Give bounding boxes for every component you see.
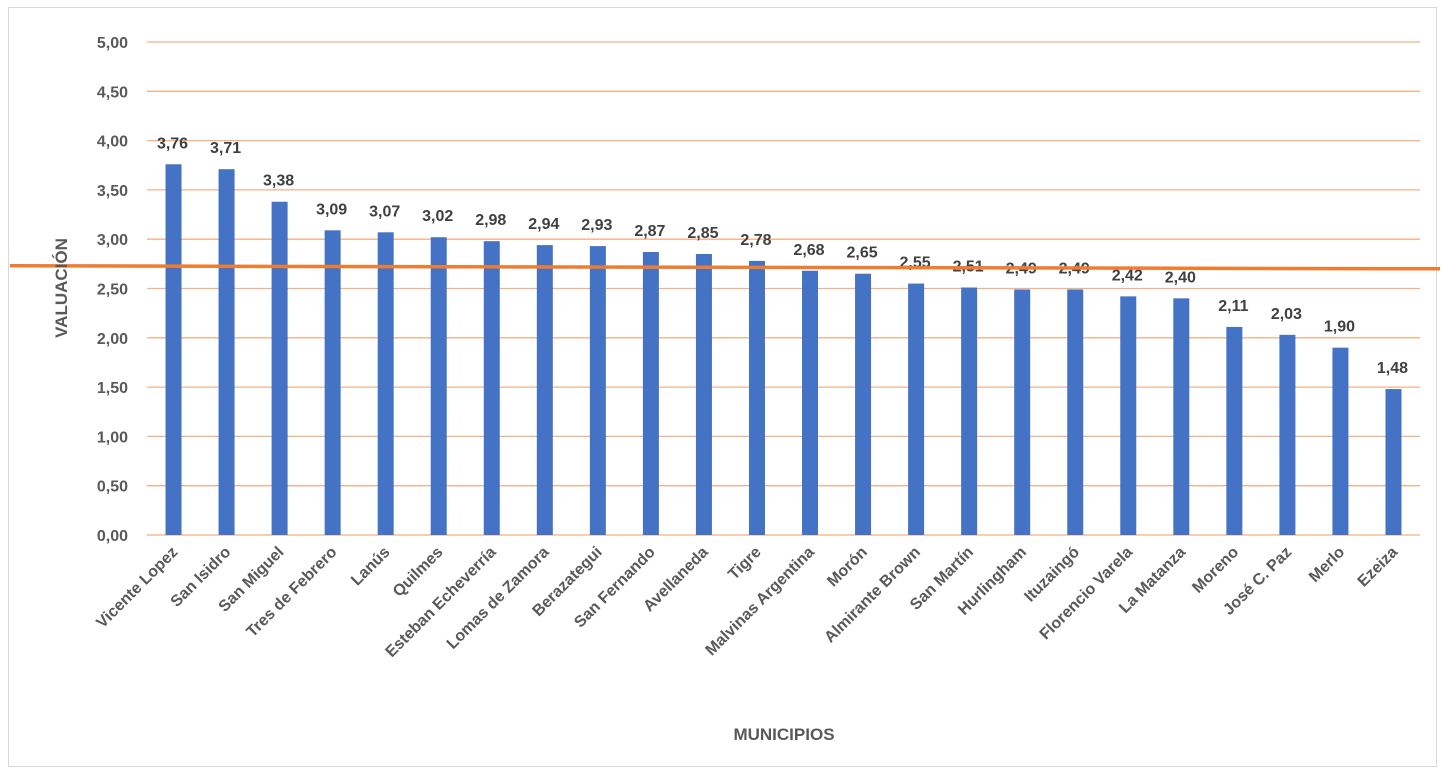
data-label: 3,09 (316, 201, 347, 218)
bar (165, 164, 182, 535)
y-tick-label: 1,00 (97, 429, 128, 446)
bar (218, 169, 235, 535)
bar (1226, 326, 1243, 535)
bar (1014, 289, 1031, 535)
category-label: Lanús (348, 544, 393, 589)
bar (589, 246, 606, 536)
y-tick-label: 3,50 (97, 183, 128, 200)
bar (802, 270, 819, 535)
bar (536, 245, 553, 535)
bar (1173, 298, 1190, 535)
category-label: Malvinas Argentina (703, 544, 818, 659)
bar (748, 260, 765, 535)
category-label: Ezeiza (1355, 544, 1402, 591)
data-label: 3,02 (422, 208, 453, 225)
data-label: 1,90 (1324, 319, 1355, 336)
data-labels: 3,76 3,71 3,38 3,09 3,07 3,02 2,98 2,94 2,93 2,87… (157, 135, 1408, 377)
bar (908, 283, 925, 535)
category-label: Tres de Febrero (244, 544, 341, 641)
bar (1120, 296, 1137, 535)
bar (430, 237, 447, 535)
y-tick-label: 0,50 (97, 479, 128, 496)
y-axis-title: VALUACIÓN (52, 238, 71, 338)
data-label: 2,87 (634, 223, 665, 240)
category-label: Morón (824, 544, 871, 591)
category-label: Merlo (1306, 544, 1348, 586)
y-tick-label: 4,00 (97, 134, 128, 151)
data-label: 2,93 (581, 217, 612, 234)
data-label: 2,68 (793, 242, 824, 259)
x-axis-title: MUNICIPIOS (733, 725, 834, 744)
category-label: Vicente Lopez (93, 544, 181, 632)
data-label: 2,42 (1112, 267, 1143, 284)
category-label: Moreno (1189, 544, 1242, 597)
data-label: 2,65 (846, 245, 877, 262)
y-tick-label: 2,00 (97, 331, 128, 348)
reference-line-stroke (9, 264, 1441, 271)
category-label: Lomas de Zamora (444, 544, 553, 653)
data-label: 2,40 (1165, 269, 1196, 286)
category-label: Tigre (725, 544, 765, 584)
data-label: 3,76 (157, 135, 188, 152)
bar (1279, 334, 1296, 535)
bar (961, 287, 978, 535)
data-label: 1,48 (1377, 360, 1408, 377)
data-label: 2,11 (1218, 298, 1248, 315)
bar (695, 253, 712, 536)
y-tick-label: 0,00 (97, 528, 128, 545)
data-label: 2,94 (528, 216, 559, 233)
data-label: 3,71 (210, 140, 241, 157)
y-tick-label: 1,50 (97, 380, 128, 397)
bar (1067, 289, 1084, 535)
y-tick-label: 4,50 (97, 84, 128, 101)
category-label: Almirante Brown (821, 544, 924, 647)
gridlines (147, 41, 1420, 536)
data-label: 2,85 (687, 225, 718, 242)
y-tick-label: 5,00 (97, 35, 128, 52)
y-tick-label: 2,50 (97, 282, 128, 299)
bar (377, 232, 394, 535)
bar (642, 252, 659, 535)
data-label: 3,38 (263, 173, 294, 190)
reference-line (9, 264, 1441, 271)
y-tick-label: 3,00 (97, 232, 128, 249)
bar (483, 241, 500, 535)
data-label: 3,07 (369, 203, 400, 220)
bars (165, 164, 1402, 536)
bar (1385, 389, 1402, 535)
bar (855, 273, 872, 535)
y-axis-ticks: 0,00 0,50 1,00 1,50 2,00 2,50 3,00 3,50 4,00 4,50… (97, 35, 128, 545)
bar (1332, 347, 1349, 535)
bar (324, 230, 341, 536)
bar (271, 201, 288, 535)
data-label: 2,98 (475, 212, 506, 229)
data-label: 2,78 (740, 232, 771, 249)
category-label: Florencio Varela (1037, 544, 1136, 643)
data-label: 2,03 (1271, 306, 1302, 323)
